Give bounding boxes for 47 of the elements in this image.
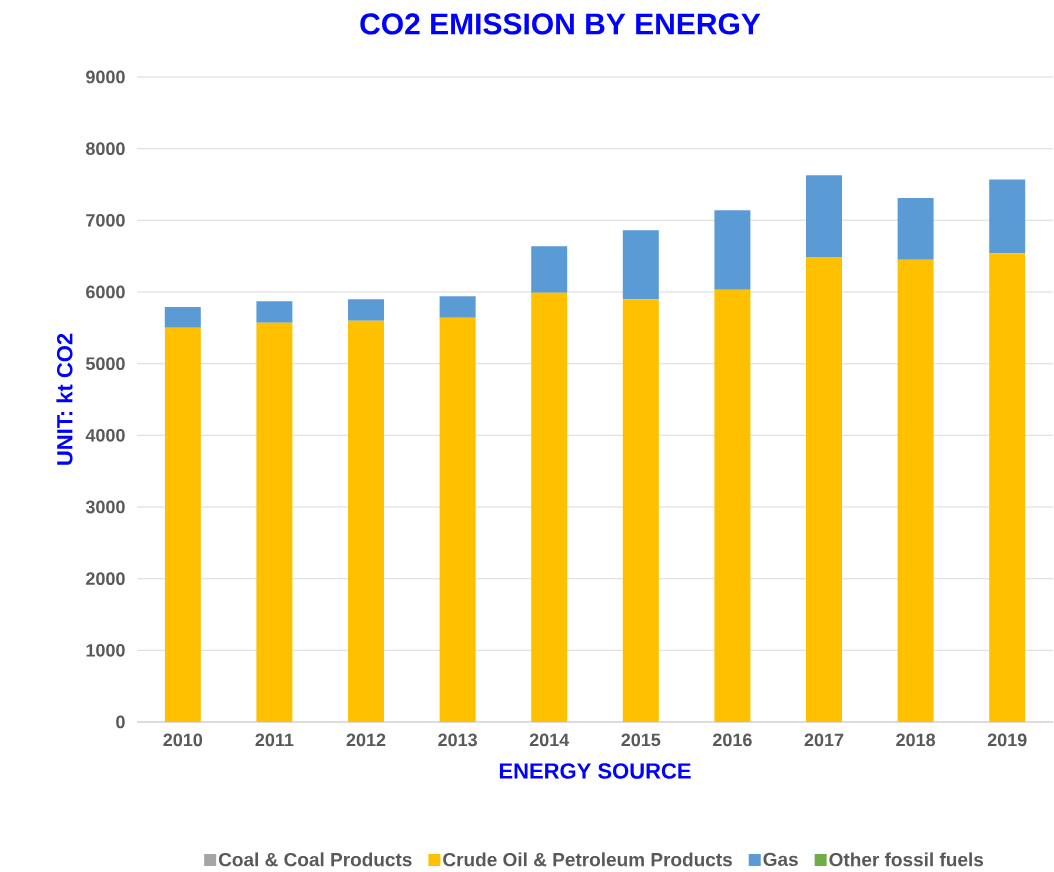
y-tick-label: 3000 xyxy=(85,500,125,514)
y-tick-label: 9000 xyxy=(86,70,125,84)
bar xyxy=(806,256,843,722)
legend-label: Other fossil fuels xyxy=(829,852,984,867)
y-tick-label: 6000 xyxy=(86,285,125,299)
x-tick-label: 2011 xyxy=(255,733,294,747)
legend-label: Coal & Coal Products xyxy=(218,852,412,867)
bar xyxy=(714,289,751,722)
legend-label: Crude Oil & Petroleum Products xyxy=(443,852,732,867)
x-tick-label: 2013 xyxy=(438,733,477,747)
x-tick-label: 2018 xyxy=(896,733,936,747)
y-tick-label: 7000 xyxy=(86,213,125,227)
y-tick-label: 5000 xyxy=(85,357,125,371)
legend-label: Gas xyxy=(763,852,798,867)
y-axis-title: UNIT: kt CO2 xyxy=(56,333,73,465)
y-tick-label: 0 xyxy=(116,715,125,729)
bar xyxy=(897,259,934,722)
bar xyxy=(531,246,568,293)
bar xyxy=(989,253,1026,722)
x-tick-label: 2010 xyxy=(163,733,203,747)
y-tick-label: 8000 xyxy=(86,142,125,156)
bar xyxy=(622,230,659,300)
bar xyxy=(989,179,1026,254)
y-tick-label: 2000 xyxy=(86,572,125,586)
x-tick-label: 2016 xyxy=(713,733,752,747)
y-tick-label: 1000 xyxy=(86,643,125,657)
bar xyxy=(806,175,843,257)
x-tick-label: 2017 xyxy=(804,733,844,747)
x-tick-label: 2012 xyxy=(346,733,386,747)
bar xyxy=(897,198,934,260)
bar xyxy=(622,299,659,722)
x-tick-label: 2019 xyxy=(987,733,1027,747)
bar xyxy=(714,210,751,290)
x-tick-label: 2015 xyxy=(621,733,661,747)
x-axis-title: ENERGY SOURCE xyxy=(499,763,691,779)
bar xyxy=(348,320,385,722)
bar xyxy=(164,327,201,722)
bar xyxy=(256,322,293,722)
bar xyxy=(164,307,201,328)
bar xyxy=(439,317,476,722)
bar xyxy=(531,292,568,722)
bar xyxy=(348,299,385,321)
y-tick-label: 4000 xyxy=(85,428,125,442)
x-tick-label: 2014 xyxy=(529,733,570,747)
chart-title: CO2 EMISSION BY ENERGY xyxy=(360,13,761,35)
bar xyxy=(256,301,293,323)
bar xyxy=(439,296,476,318)
